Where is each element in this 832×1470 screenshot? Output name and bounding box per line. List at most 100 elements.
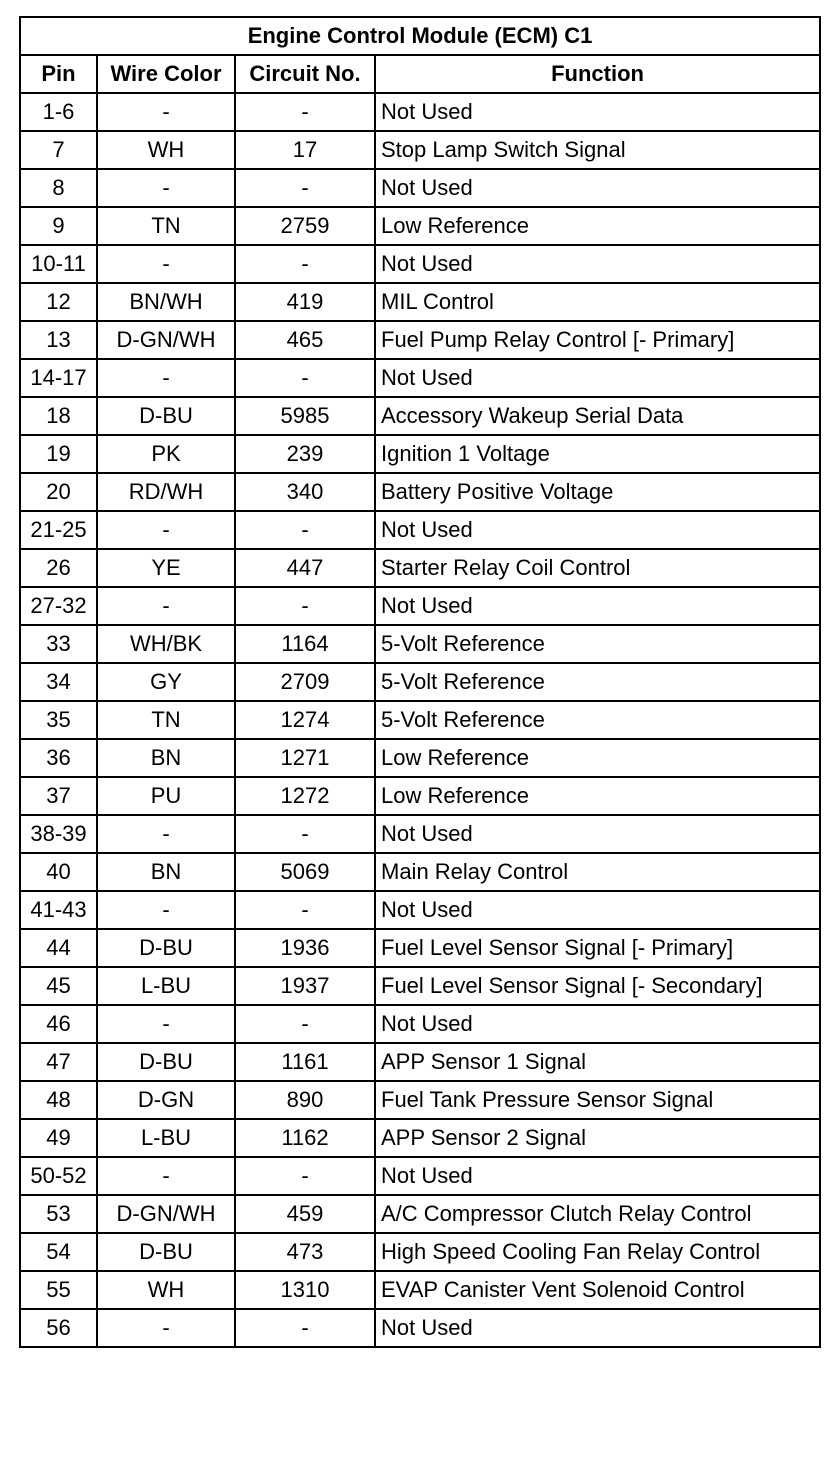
table-cell: - [96,814,236,854]
table-row: 35 TN 1274 5-Volt Reference [19,700,822,740]
table-cell: - [234,1308,376,1348]
table-row: 54 D-BU 473 High Speed Cooling Fan Relay Co… [19,1232,822,1272]
table-cell: - [234,92,376,132]
table-cell: 41-43 [19,890,98,930]
table-cell: Not Used [373,1308,822,1348]
table-cell: 8 [19,168,98,208]
table-cell: 46 [19,1004,98,1044]
table-row: 14-17- - Not Used [19,358,822,398]
column-header: Pin [19,54,98,94]
table-row: 20 RD/WH 340 Battery Positive Voltage [19,472,822,512]
table-row: 47 D-BU 1161 APP Sensor 1 Signal [19,1042,822,1082]
table-cell: 5985 [234,396,376,436]
table-cell: PU [96,776,236,816]
column-header: Circuit No. [234,54,376,94]
table-cell: D-BU [96,928,236,968]
table-cell: - [234,586,376,626]
table-cell: 14-17 [19,358,98,398]
table-cell: 447 [234,548,376,588]
table-cell: 239 [234,434,376,474]
table-cell: Stop Lamp Switch Signal [373,130,822,170]
table-body: 1-6- - Not Used 7 WH 17 Stop Lamp Switch Signa… [19,92,822,1348]
table-cell: Not Used [373,510,822,550]
table-cell: 49 [19,1118,98,1158]
table-cell: - [234,510,376,550]
table-cell: 2709 [234,662,376,702]
table-cell: 9 [19,206,98,246]
table-cell: 53 [19,1194,98,1234]
table-cell: YE [96,548,236,588]
table-cell: 2759 [234,206,376,246]
table-row: 46- - Not Used [19,1004,822,1044]
table-row: 13 D-GN/WH 465 Fuel Pump Relay Control [- P… [19,320,822,360]
table-row: 1-6- - Not Used [19,92,822,132]
table-cell: 5-Volt Reference [373,624,822,664]
table-cell: - [234,1004,376,1044]
table-row: 48 D-GN 890 Fuel Tank Pressure Sensor Signa… [19,1080,822,1120]
table-cell: 13 [19,320,98,360]
table-cell: 17 [234,130,376,170]
table-cell: Fuel Level Sensor Signal [- Secondary] [373,966,822,1006]
table-cell: - [234,358,376,398]
table-cell: 1936 [234,928,376,968]
table-row: 27-32- - Not Used [19,586,822,626]
header-row: Pin Wire Color Circuit No. Function [19,54,822,94]
table-cell: 38-39 [19,814,98,854]
table-cell: 1274 [234,700,376,740]
table-cell: Fuel Level Sensor Signal [- Primary] [373,928,822,968]
table-cell: 19 [19,434,98,474]
table-row: 8- - Not Used [19,168,822,208]
table-cell: 340 [234,472,376,512]
table-cell: 47 [19,1042,98,1082]
table-cell: 1164 [234,624,376,664]
table-cell: - [234,1156,376,1196]
table-cell: 1161 [234,1042,376,1082]
table-cell: 44 [19,928,98,968]
column-header: Wire Color [96,54,236,94]
table-cell: Battery Positive Voltage [373,472,822,512]
table-row: 7 WH 17 Stop Lamp Switch Signal [19,130,822,170]
table-cell: - [234,814,376,854]
table-row: 36 BN 1271 Low Reference [19,738,822,778]
table-cell: Not Used [373,586,822,626]
table-cell: Not Used [373,92,822,132]
table-cell: 473 [234,1232,376,1272]
table-cell: - [96,586,236,626]
table-row: 19 PK 239 Ignition 1 Voltage [19,434,822,474]
table-cell: D-GN/WH [96,320,236,360]
table-row: 18 D-BU 5985 Accessory Wakeup Serial Data [19,396,822,436]
table-cell: 1162 [234,1118,376,1158]
table-row: 34 GY 2709 5-Volt Reference [19,662,822,702]
table-row: 44 D-BU 1936 Fuel Level Sensor Signal [- Pr… [19,928,822,968]
table-cell: RD/WH [96,472,236,512]
table-row: 12 BN/WH 419 MIL Control [19,282,822,322]
table-cell: Not Used [373,244,822,284]
table-cell: Accessory Wakeup Serial Data [373,396,822,436]
table-row: 50-52- - Not Used [19,1156,822,1196]
table-cell: TN [96,206,236,246]
table-cell: Not Used [373,358,822,398]
table-cell: Not Used [373,168,822,208]
table-row: 33 WH/BK 1164 5-Volt Reference [19,624,822,664]
table-cell: Low Reference [373,738,822,778]
table-cell: 5069 [234,852,376,892]
table-cell: - [96,92,236,132]
table-row: 56- - Not Used [19,1308,822,1348]
table-cell: WH/BK [96,624,236,664]
column-header: Function [373,54,822,94]
table-cell: 5-Volt Reference [373,700,822,740]
table-cell: D-GN [96,1080,236,1120]
table-cell: 18 [19,396,98,436]
table-cell: - [234,244,376,284]
table-cell: 34 [19,662,98,702]
table-cell: - [96,244,236,284]
table-cell: A/C Compressor Clutch Relay Control [373,1194,822,1234]
table-cell: 465 [234,320,376,360]
table-cell: D-BU [96,396,236,436]
table-cell: 50-52 [19,1156,98,1196]
table-cell: 459 [234,1194,376,1234]
table-cell: - [96,1004,236,1044]
table-cell: 1310 [234,1270,376,1310]
table-cell: D-BU [96,1042,236,1082]
